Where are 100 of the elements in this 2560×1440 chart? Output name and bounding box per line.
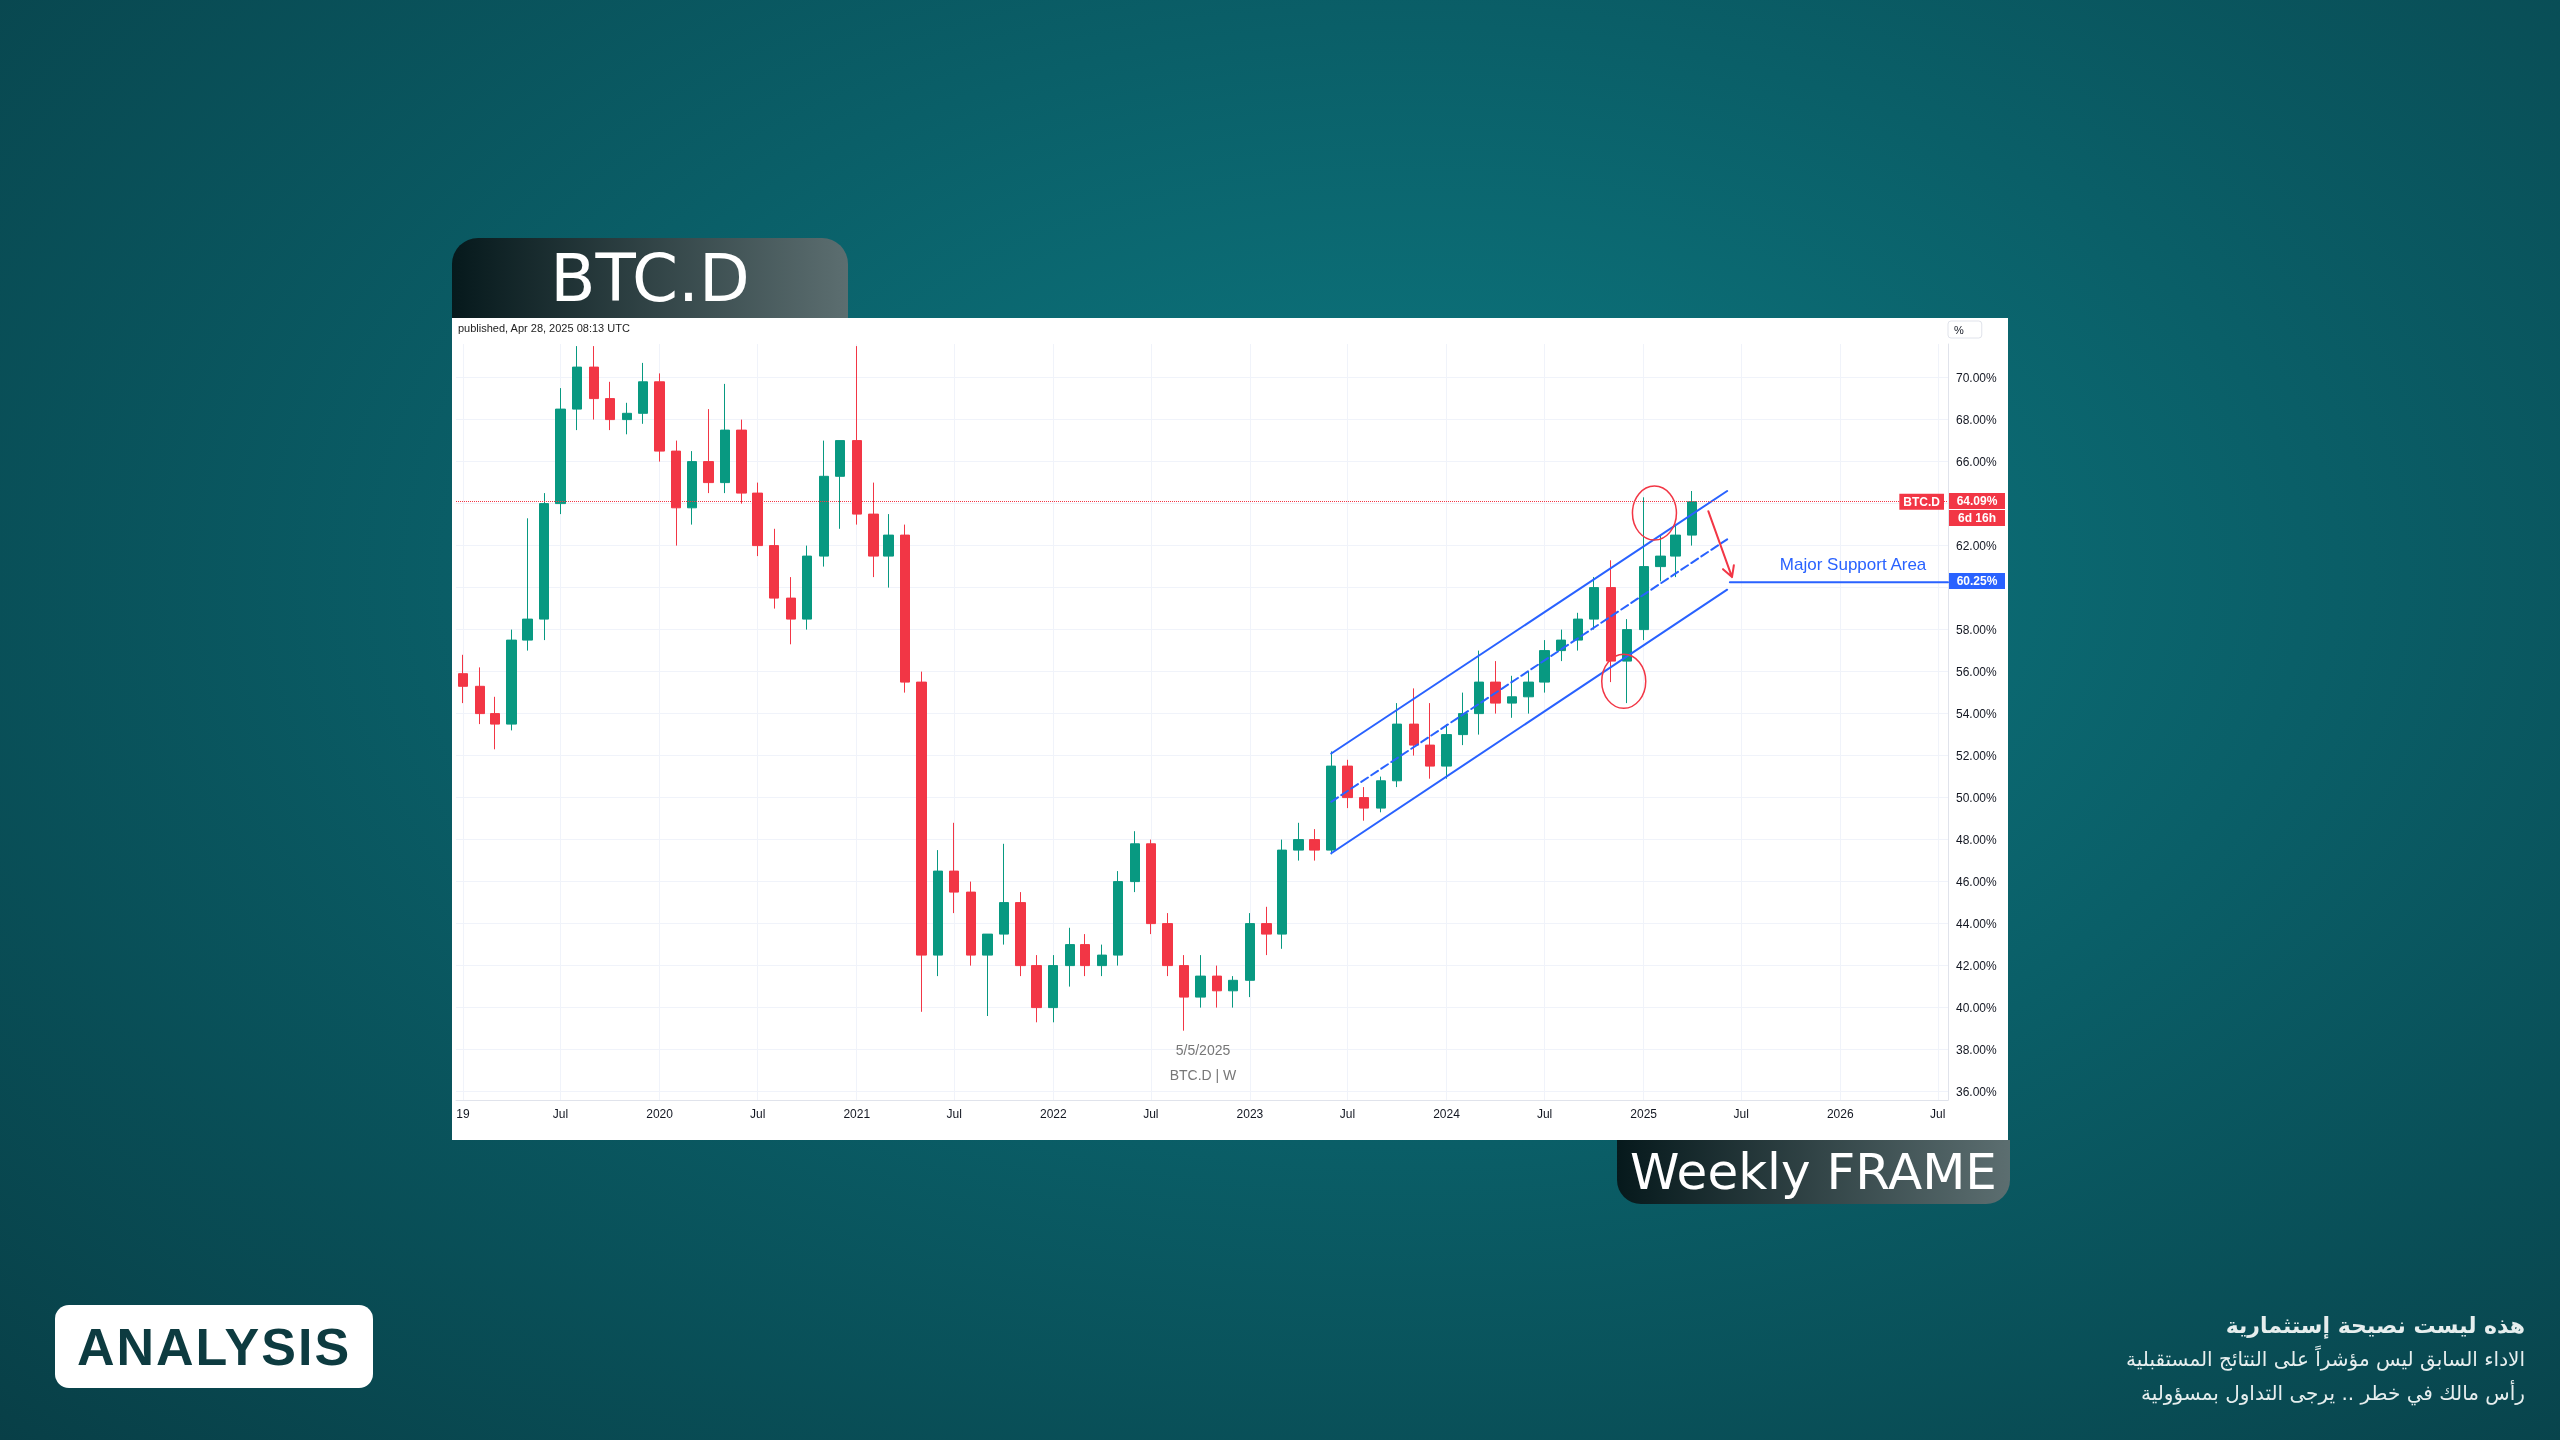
text: هذه ليست نصيحة إستثمارية — [2225, 1313, 2525, 1338]
candlestick — [900, 524, 910, 694]
x-tick-label: 2021 — [843, 1107, 871, 1121]
candlestick — [1228, 975, 1238, 1009]
x-tick-label: Jul — [1930, 1107, 1946, 1121]
candlestick — [654, 372, 665, 463]
candlestick — [769, 528, 779, 610]
y-tick-label: 70.00% — [1956, 370, 1998, 385]
y-axis-title: % — [1954, 323, 1964, 336]
text: published, Apr 28, 2025 08:13 UTC — [458, 322, 630, 334]
x-tick-label: 2024 — [1433, 1107, 1461, 1121]
candlestick — [1065, 927, 1075, 988]
candlestick — [1212, 965, 1222, 1009]
candlestick — [1179, 954, 1189, 1032]
candlestick — [1146, 839, 1156, 935]
candlestick — [1195, 954, 1206, 1009]
x-tick-label: Jul — [749, 1107, 766, 1121]
candlestick — [1670, 524, 1681, 578]
x-tick-label: 2026 — [1826, 1107, 1854, 1121]
candlestick — [490, 696, 500, 750]
x-tick-label: Jul — [552, 1107, 569, 1121]
candlestick — [819, 440, 829, 568]
y-tick-label: 52.00% — [1956, 748, 1998, 763]
x-tick-label: 2025 — [1630, 1107, 1658, 1121]
candlestick — [1507, 675, 1517, 719]
text: الاداء السابق ليس مؤشراً على النتائج المستقبلية — [2126, 1347, 2525, 1371]
candlestick — [1359, 786, 1369, 822]
y-tick-label: 42.00% — [1956, 958, 1998, 973]
candlestick — [605, 381, 615, 431]
text: ANALYSIS — [55, 1305, 373, 1388]
chart-title: BTC.D — [452, 238, 848, 318]
candlestick — [835, 440, 845, 530]
y-tick-label: 38.00% — [1956, 1042, 1998, 1057]
series-label: Major Support Area — [1779, 555, 1927, 575]
candlestick — [720, 383, 730, 494]
y-tick-label: 54.00% — [1956, 706, 1998, 721]
candlestick — [1113, 870, 1123, 967]
candlestick — [1015, 891, 1026, 977]
candlestick — [1293, 822, 1304, 862]
candlestick — [982, 933, 993, 1017]
y-tick-label: 56.00% — [1956, 664, 1998, 679]
x-tick-label: 2023 — [1236, 1107, 1264, 1121]
text: Weekly FRAME — [1617, 1140, 2010, 1204]
candlestick — [1539, 639, 1550, 694]
x-tick-label: Jul — [946, 1107, 962, 1121]
candlestick — [1326, 750, 1336, 855]
annotation: 5/5/2025 — [1175, 1042, 1231, 1058]
candlestick — [458, 654, 468, 704]
candlestick — [883, 513, 894, 589]
x-tick-label: Jul — [1536, 1107, 1553, 1121]
candlestick — [1392, 702, 1402, 788]
candlestick — [1589, 576, 1599, 631]
y-tick-label: 40.00% — [1956, 1000, 1998, 1015]
x-tick-label: Jul — [1733, 1107, 1749, 1121]
candlestick — [949, 822, 959, 914]
candlestick — [1162, 912, 1173, 977]
candlestick — [1639, 496, 1649, 641]
candlestick — [1425, 702, 1435, 780]
candlestick — [555, 387, 566, 515]
y-tick-label: 46.00% — [1956, 874, 1998, 889]
text: 6d 16h — [1949, 509, 2005, 526]
candlestick — [506, 629, 517, 731]
candlestick — [1376, 776, 1386, 813]
candlestick — [999, 843, 1009, 946]
x-tick-label: Jul — [1143, 1107, 1159, 1121]
candlestick — [1490, 660, 1501, 715]
text: رأس مالك في خطر .. يرجى التداول بمسؤولية — [2140, 1381, 2525, 1405]
candlestick — [1031, 954, 1042, 1023]
y-tick-label: 66.00% — [1956, 454, 1998, 469]
candlestick — [589, 345, 599, 421]
candlestick — [1655, 534, 1666, 582]
candlestick — [703, 408, 714, 494]
annotation: BTC.D | W — [1169, 1067, 1237, 1083]
candlestick — [1080, 933, 1090, 977]
ref-line-label: BTC.D — [1903, 494, 1941, 509]
candlestick — [539, 492, 549, 641]
candlestick — [1458, 692, 1468, 746]
candlestick — [1342, 759, 1353, 809]
candlestick — [786, 576, 796, 645]
y-tick-label: 48.00% — [1956, 832, 1998, 847]
candlestick — [916, 671, 927, 1013]
candlestick — [1687, 490, 1697, 547]
x-tick-label: 19 — [456, 1107, 470, 1121]
candlestick — [1130, 830, 1140, 893]
candlestick — [1097, 944, 1107, 977]
candlestick — [475, 666, 485, 725]
candlestick — [1309, 828, 1320, 862]
candlestick — [1277, 839, 1287, 950]
y-tick-label: 50.00% — [1956, 790, 1998, 805]
candlestick — [1622, 618, 1632, 704]
candlestick — [638, 362, 648, 425]
candlestick — [1409, 687, 1419, 757]
candlestick — [933, 849, 943, 977]
candlestick — [966, 881, 976, 967]
text: 60.25% — [1949, 573, 2005, 590]
candlestick — [1606, 559, 1616, 683]
x-tick-label: 2020 — [646, 1107, 674, 1121]
candlestick — [1261, 906, 1272, 956]
candlestick — [802, 545, 812, 631]
x-tick-label: 2022 — [1039, 1107, 1068, 1121]
